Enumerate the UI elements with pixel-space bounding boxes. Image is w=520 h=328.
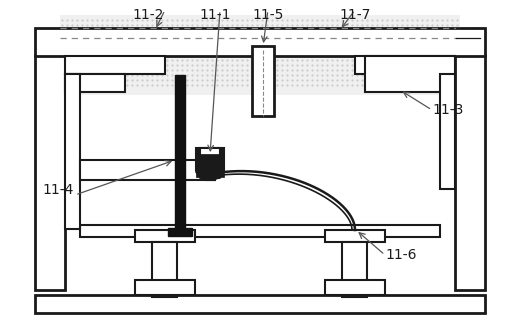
Bar xyxy=(175,75,185,233)
Polygon shape xyxy=(196,155,224,180)
Bar xyxy=(440,74,455,189)
Bar xyxy=(365,56,455,92)
Bar xyxy=(135,280,195,295)
Text: 11-2: 11-2 xyxy=(132,8,164,22)
Bar xyxy=(80,225,440,237)
Bar xyxy=(35,55,65,290)
Text: 11-4: 11-4 xyxy=(42,183,73,197)
Bar xyxy=(152,242,177,297)
Bar xyxy=(65,56,165,74)
Bar xyxy=(60,15,460,95)
Bar xyxy=(35,28,485,56)
Text: 11-3: 11-3 xyxy=(432,103,463,117)
Bar xyxy=(342,242,367,297)
Text: 11-6: 11-6 xyxy=(385,248,417,262)
Bar xyxy=(325,230,385,242)
Bar xyxy=(200,148,220,160)
Text: 11-7: 11-7 xyxy=(340,8,371,22)
Bar xyxy=(196,148,224,170)
Text: 11-1: 11-1 xyxy=(199,8,231,22)
Bar xyxy=(35,295,485,313)
Bar xyxy=(65,74,125,92)
Bar xyxy=(325,280,385,295)
Bar xyxy=(80,160,215,180)
Bar xyxy=(65,74,80,229)
Bar xyxy=(135,230,195,242)
Bar xyxy=(455,55,485,290)
Bar xyxy=(196,155,224,177)
Bar xyxy=(205,170,215,180)
Text: 11-5: 11-5 xyxy=(252,8,284,22)
Bar xyxy=(168,228,192,236)
Bar xyxy=(252,46,274,116)
Bar xyxy=(355,56,455,74)
